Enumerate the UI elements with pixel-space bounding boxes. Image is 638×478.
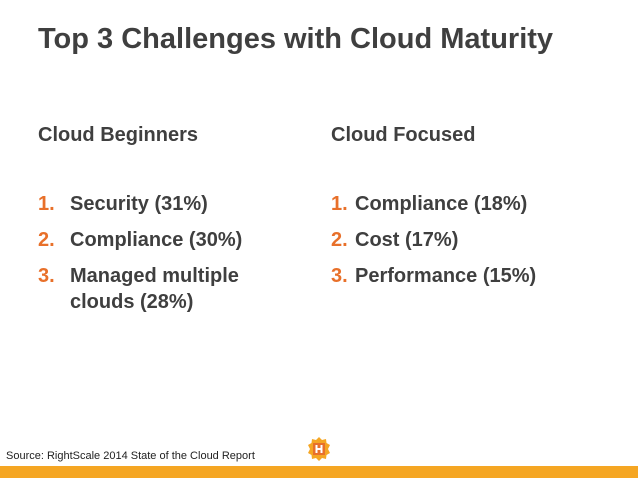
list-item-text: Compliance (30%)	[70, 229, 243, 251]
list-item-text: Compliance (18%)	[355, 193, 528, 215]
h-badge-icon	[308, 437, 330, 461]
list-number: 1.	[38, 193, 55, 215]
list-item: 1. Compliance (18%)	[331, 191, 621, 217]
list-item: 3. Performance (15%)	[331, 263, 621, 289]
list-item: 2. Cost (17%)	[331, 227, 621, 253]
list-item-text: Cost (17%)	[355, 229, 459, 251]
list-number: 3.	[38, 265, 55, 287]
list-number: 1.	[331, 193, 348, 215]
list-item: 2. Compliance (30%)	[38, 227, 308, 253]
list-item-text: Security (31%)	[70, 193, 208, 215]
source-citation: Source: RightScale 2014 State of the Clo…	[6, 450, 255, 462]
cloud-focused-list: 1. Compliance (18%) 2. Cost (17%) 3. Per…	[331, 191, 621, 289]
cloud-focused-column: Cloud Focused 1. Compliance (18%) 2. Cos…	[331, 122, 621, 299]
list-number: 2.	[331, 229, 348, 251]
list-item-text: Performance (15%)	[355, 265, 537, 287]
cloud-focused-heading: Cloud Focused	[331, 124, 476, 146]
list-item-text: Managed multiple clouds (28%)	[70, 265, 239, 313]
cloud-beginners-list: 1. Security (31%) 2. Compliance (30%) 3.…	[38, 191, 308, 315]
cloud-beginners-heading: Cloud Beginners	[38, 124, 199, 146]
cloud-beginners-column: Cloud Beginners 1. Security (31%) 2. Com…	[38, 122, 308, 325]
footer-bar	[0, 466, 638, 478]
slide-title: Top 3 Challenges with Cloud Maturity	[38, 23, 554, 55]
list-number: 3.	[331, 265, 348, 287]
list-number: 2.	[38, 229, 55, 251]
list-item: 3. Managed multiple clouds (28%)	[38, 263, 308, 315]
list-item: 1. Security (31%)	[38, 191, 308, 217]
